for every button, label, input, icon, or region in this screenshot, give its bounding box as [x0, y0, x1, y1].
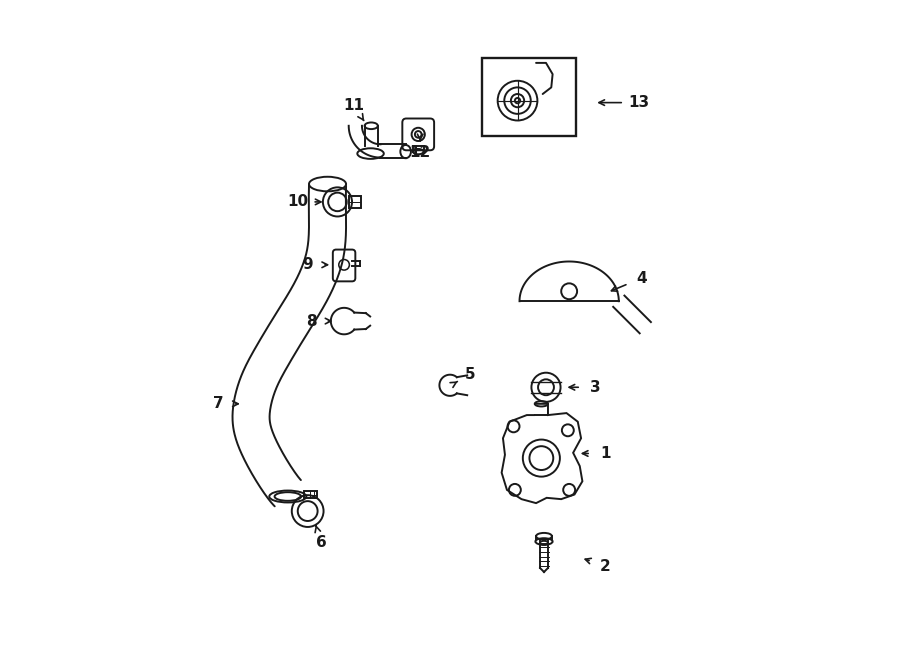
Text: 5: 5 — [464, 367, 475, 381]
Text: 6: 6 — [316, 536, 327, 550]
Text: 13: 13 — [628, 95, 649, 110]
Text: 12: 12 — [410, 145, 431, 160]
Text: 9: 9 — [302, 258, 313, 272]
Text: 11: 11 — [344, 99, 364, 113]
Text: 3: 3 — [590, 380, 601, 395]
Text: 1: 1 — [600, 446, 611, 461]
Bar — [482, 58, 576, 136]
Text: 2: 2 — [600, 559, 611, 573]
Text: 4: 4 — [636, 271, 647, 285]
Text: 7: 7 — [213, 397, 223, 411]
Text: 10: 10 — [287, 195, 309, 209]
Text: 8: 8 — [306, 314, 316, 328]
